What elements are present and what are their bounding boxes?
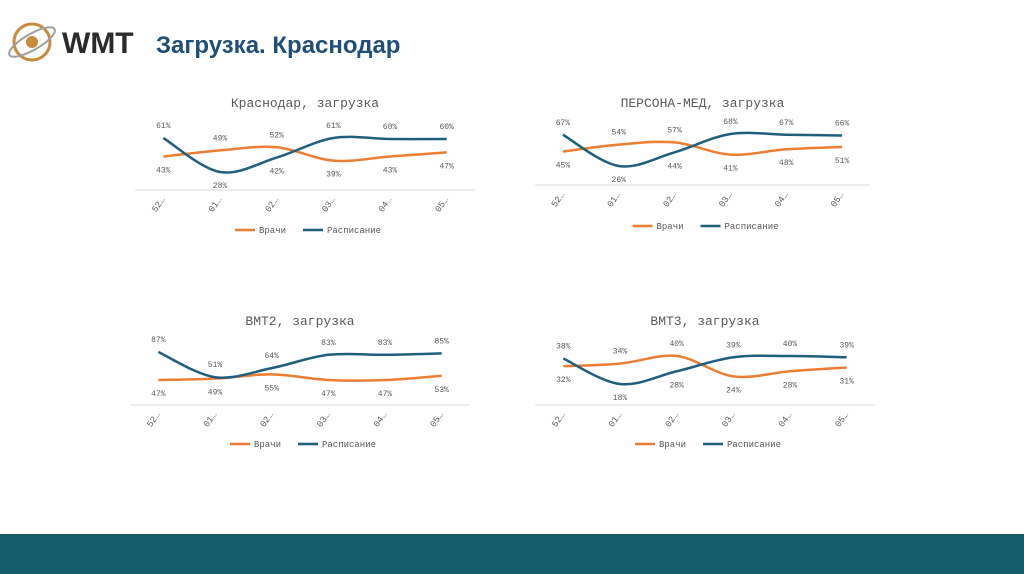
data-label: 24% [726,386,741,395]
data-label: 31% [839,377,854,386]
data-label: 28% [669,381,684,390]
data-label: 49% [213,134,228,143]
data-label: 47% [321,390,336,399]
data-label: 68% [723,118,738,127]
page-title: Загрузка. Краснодар [156,32,400,59]
legend-label: Расписание [327,226,381,236]
data-label: 28% [783,381,798,390]
legend-label: Врачи [259,226,286,236]
chart-title: ВМТ2, загрузка [245,314,354,329]
chart-title: ПЕРСОНА-МЕД, загрузка [621,96,785,111]
data-label: 61% [156,122,171,131]
data-label: 44% [667,162,682,171]
data-label: 47% [378,390,393,399]
data-label: 42% [269,168,284,177]
data-label: 26% [612,176,627,185]
data-label: 34% [613,348,628,357]
data-label: 43% [156,167,171,176]
data-label: 41% [723,165,738,174]
data-label: 32% [556,376,571,385]
series-line [158,373,442,382]
legend-label: Расписание [727,440,781,450]
data-label: 49% [208,389,223,398]
data-label: 47% [151,390,166,399]
series-line [562,131,843,168]
data-label: 28% [213,182,228,191]
data-label: 45% [556,162,571,171]
data-label: 39% [839,341,854,350]
data-label: 47% [439,162,454,171]
legend-label: Расписание [725,222,779,232]
legend-label: Расписание [322,440,376,450]
data-label: 60% [439,123,454,132]
data-label: 48% [779,159,794,168]
series-line [563,354,847,379]
data-label: 51% [835,157,850,166]
legend-label: Врачи [657,222,684,232]
data-label: 38% [556,343,571,352]
series-line [562,140,843,156]
chart-title: Краснодар, загрузка [231,96,379,111]
footer-bar [0,534,1024,574]
series-line [562,354,847,386]
legend-label: Врачи [254,440,281,450]
data-label: 52% [269,131,284,140]
data-label: 85% [434,337,449,346]
data-label: 87% [151,336,166,345]
data-label: 39% [326,171,341,180]
data-label: 61% [326,122,341,131]
series-line [157,350,442,379]
data-label: 51% [208,361,223,370]
data-label: 83% [378,339,393,348]
data-label: 64% [264,352,279,361]
data-label: 67% [556,119,571,128]
data-label: 67% [779,119,794,128]
series-line [163,145,447,163]
data-label: 40% [669,340,684,349]
data-label: 53% [434,386,449,395]
data-label: 57% [667,126,682,135]
data-label: 18% [613,394,628,403]
data-label: 66% [835,120,850,129]
data-label: 54% [612,129,627,138]
data-label: 55% [264,384,279,393]
series-line [162,135,447,174]
data-label: 39% [726,341,741,350]
data-label: 83% [321,339,336,348]
legend-label: Врачи [659,440,686,450]
logo-icon [8,22,56,62]
chart-title: ВМТ3, загрузка [650,314,759,329]
data-label: 60% [383,123,398,132]
logo-text: WMT [62,27,134,60]
data-label: 43% [383,167,398,176]
data-label: 40% [783,340,798,349]
